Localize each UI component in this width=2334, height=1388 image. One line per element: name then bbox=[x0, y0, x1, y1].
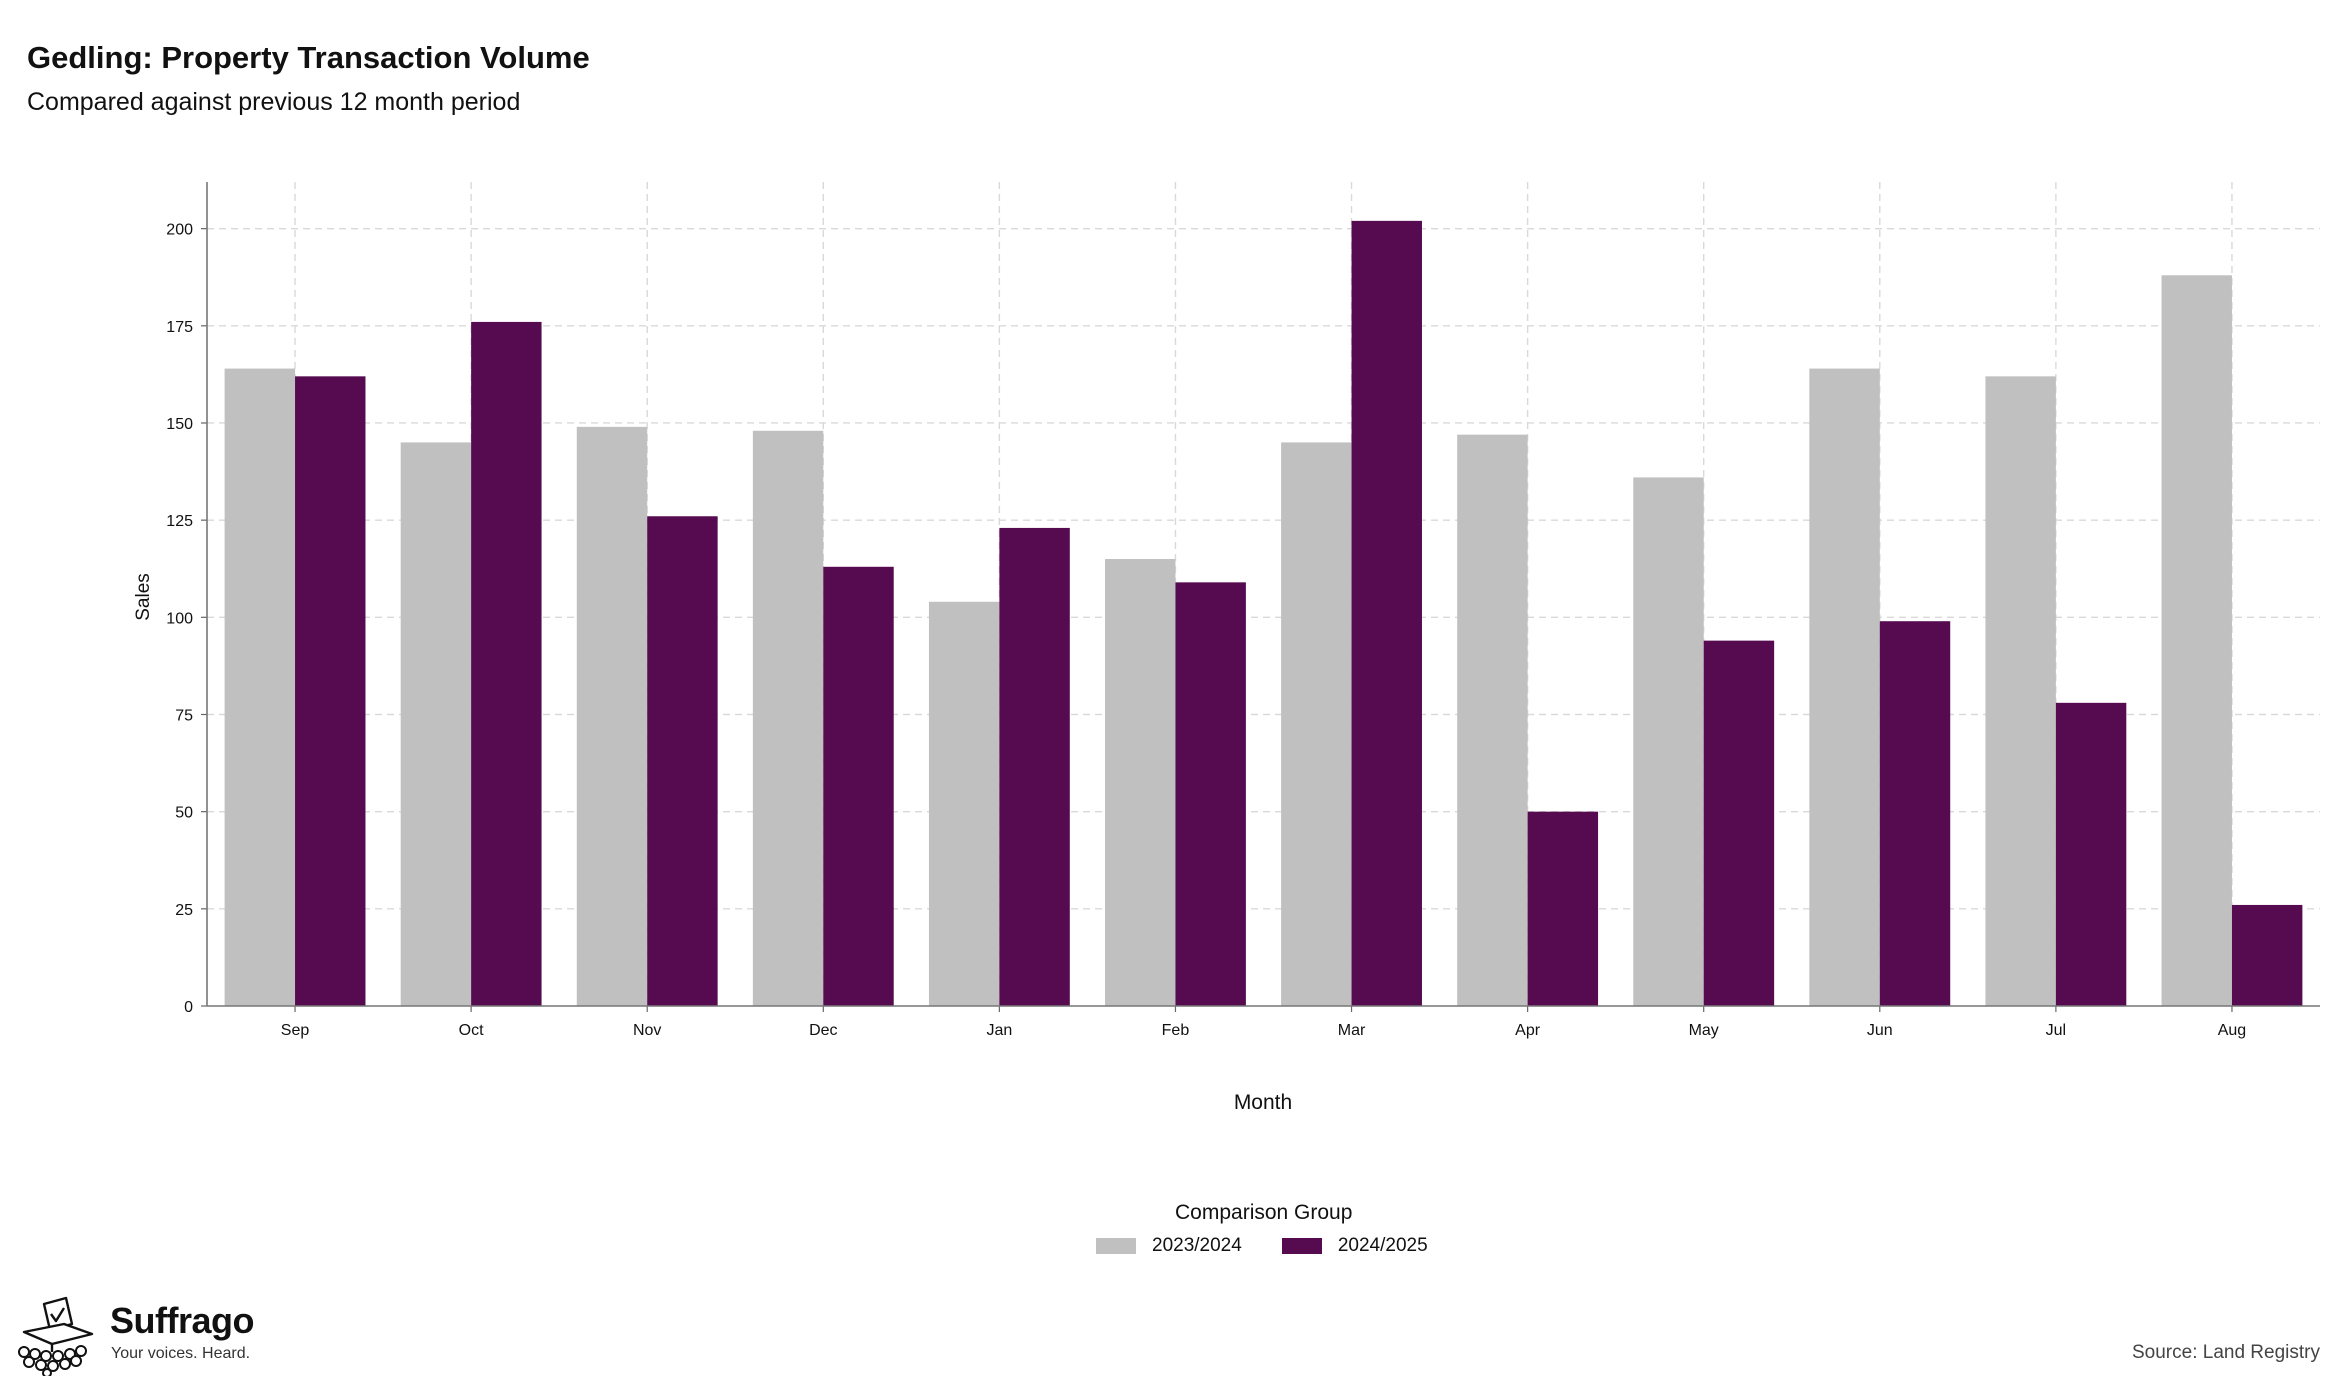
brand-tagline: Your voices. Heard. bbox=[111, 1345, 251, 1362]
bar-series-1-jan bbox=[928, 601, 1000, 1006]
x-tick-label: Jul bbox=[2046, 1022, 2066, 1039]
chart-subtitle: Compared against previous 12 month perio… bbox=[27, 88, 521, 116]
x-tick-label: Nov bbox=[633, 1022, 661, 1039]
bar-series-2-sep bbox=[295, 376, 366, 1007]
x-tick-label: Dec bbox=[809, 1022, 837, 1039]
brand-name: Suffrago bbox=[110, 1300, 255, 1341]
x-tick-label: Jun bbox=[1867, 1022, 1893, 1039]
x-tick-label: Oct bbox=[459, 1022, 484, 1039]
bar-series-1-dec bbox=[752, 430, 824, 1006]
legend-item-series-2: 2024/2025 bbox=[1281, 1235, 1428, 1257]
bar-series-1-jul bbox=[1985, 376, 2056, 1007]
x-tick-label: Feb bbox=[1162, 1022, 1190, 1039]
source-note: Source: Land Registry bbox=[2132, 1342, 2320, 1363]
y-tick-label: 0 bbox=[184, 999, 193, 1016]
y-tick-label: 150 bbox=[166, 416, 193, 433]
x-tick-label: Jan bbox=[986, 1022, 1012, 1039]
y-tick-label: 50 bbox=[175, 805, 193, 822]
bar-series-1-jun bbox=[1809, 368, 1880, 1006]
axes: 0 25 50 75 100 125 150 175 200 Sep Oct Nov Dec Jan Feb… bbox=[166, 182, 2320, 1039]
bar-series-2-nov bbox=[647, 516, 718, 1006]
y-axis-title: Sales bbox=[133, 573, 154, 621]
bar-series-1-oct bbox=[400, 442, 472, 1006]
bar-series-2-jun bbox=[1879, 621, 1951, 1006]
y-tick-label: 100 bbox=[166, 610, 193, 627]
legend-swatch-series-2 bbox=[1281, 1238, 1322, 1254]
bars bbox=[224, 220, 2303, 1007]
legend-swatch-series-1 bbox=[1096, 1238, 1136, 1254]
bar-series-2-apr bbox=[1527, 811, 1599, 1006]
x-tick-label: Mar bbox=[1338, 1022, 1366, 1039]
legend-label-series-2: 2024/2025 bbox=[1337, 1235, 1428, 1256]
x-axis-title: Month bbox=[1234, 1091, 1292, 1114]
bar-series-1-nov bbox=[576, 426, 648, 1006]
y-tick-label: 75 bbox=[175, 707, 193, 724]
bar-series-2-aug bbox=[2231, 904, 2303, 1006]
bar-series-2-jan bbox=[999, 527, 1070, 1006]
y-tick-label: 175 bbox=[166, 319, 193, 336]
bar-series-1-may bbox=[1633, 477, 1704, 1006]
ballot-box-logo-icon bbox=[18, 1296, 94, 1376]
bar-series-2-jul bbox=[2055, 702, 2127, 1006]
legend-label-series-1: 2023/2024 bbox=[1152, 1235, 1242, 1256]
y-tick-label: 125 bbox=[166, 513, 193, 530]
bar-series-2-may bbox=[1703, 640, 1775, 1006]
bar-series-2-feb bbox=[1175, 582, 1246, 1006]
bar-series-1-sep bbox=[224, 368, 296, 1006]
x-tick-label: Aug bbox=[2218, 1022, 2246, 1039]
bar-series-2-oct bbox=[471, 321, 542, 1006]
y-tick-label: 200 bbox=[166, 222, 193, 239]
bar-series-2-dec bbox=[823, 566, 894, 1006]
x-tick-label: May bbox=[1689, 1022, 1719, 1039]
bar-series-1-aug bbox=[2161, 275, 2232, 1006]
y-tick-label: 25 bbox=[175, 902, 193, 919]
legend-item-series-1: 2023/2024 bbox=[1096, 1235, 1242, 1257]
legend-title: Comparison Group bbox=[1175, 1201, 1353, 1224]
x-tick-label: Sep bbox=[281, 1022, 310, 1039]
x-tick-label: Apr bbox=[1515, 1022, 1541, 1039]
bar-series-1-apr bbox=[1457, 434, 1528, 1007]
bar-series-1-feb bbox=[1105, 559, 1176, 1006]
bar-series-1-mar bbox=[1281, 442, 1352, 1006]
legend: 2023/2024 2024/2025 bbox=[1096, 1235, 1468, 1257]
chart-title: Gedling: Property Transaction Volume bbox=[27, 40, 590, 75]
bar-series-2-mar bbox=[1351, 220, 1422, 1006]
